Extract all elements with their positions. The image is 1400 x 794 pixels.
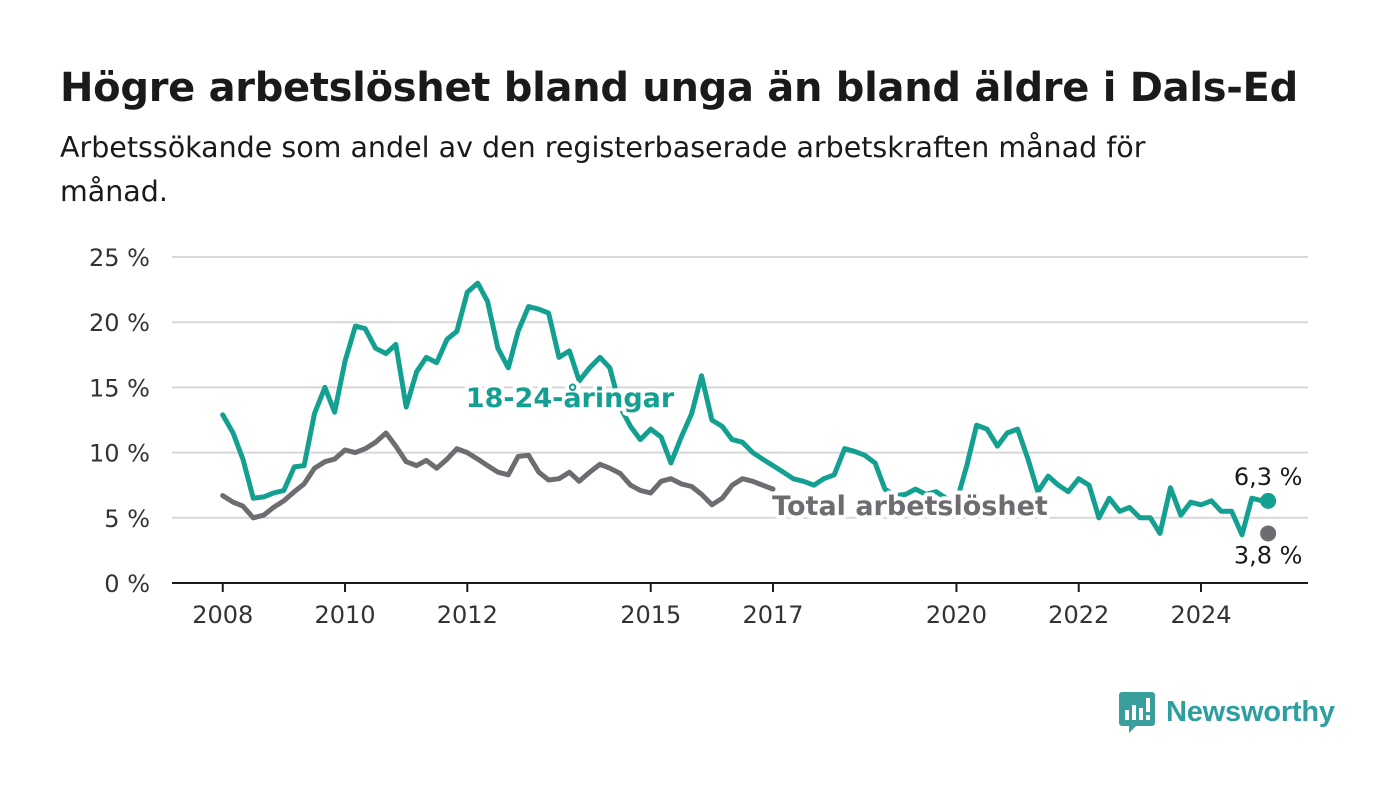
y-tick-label: 15 % (89, 374, 150, 402)
x-tick-label: 2010 (314, 601, 375, 629)
series-lines (220, 280, 1265, 538)
chart-subtitle: Arbetssökande som andel av den registerb… (60, 131, 1146, 208)
y-tick-label: 25 % (89, 244, 150, 272)
y-tick-label: 0 % (104, 570, 150, 598)
x-axis-tick-labels: 2008 2010 2012 2015 2017 2020 2022 2024 (192, 583, 1232, 629)
x-tick-label: 2008 (192, 601, 253, 629)
youth-end-value-label: 6,3 % (1234, 463, 1303, 491)
newsworthy-bar-chart-icon (1119, 692, 1155, 733)
series-labels: 6,3 %3,8 %18-24-åringar18-24-åringarTota… (462, 378, 1303, 569)
y-tick-label: 10 % (89, 440, 150, 468)
x-tick-label: 2012 (437, 601, 498, 629)
chart-title: Högre arbetslöshet bland unga än bland ä… (60, 65, 1298, 111)
y-axis-tick-labels: 0 % 5 % 10 % 15 % 20 % 25 % (89, 244, 150, 598)
x-tick-label: 2015 (620, 601, 681, 629)
grid-lines (172, 256, 1308, 584)
youth-end-point (1260, 492, 1277, 509)
series-line-total (220, 430, 776, 521)
y-tick-label: 5 % (104, 505, 150, 533)
series-line-youth (220, 280, 1265, 538)
youth-series-label: 18-24-åringar (466, 382, 675, 414)
x-tick-label: 2022 (1048, 601, 1109, 629)
x-tick-label: 2024 (1170, 601, 1231, 629)
x-tick-label: 2020 (926, 601, 987, 629)
total-series-label: Total arbetslöshet (772, 491, 1048, 522)
youth-series-label-halo: 18-24-åringar (466, 382, 675, 414)
y-tick-label: 20 % (89, 309, 150, 337)
total-end-value-label: 3,8 % (1234, 541, 1303, 569)
newsworthy-logo: Newsworthy (1118, 690, 1335, 734)
total-end-point (1260, 525, 1277, 542)
total-series-label-halo: Total arbetslöshet (772, 491, 1048, 522)
x-tick-label: 2017 (742, 601, 803, 629)
brand-name: Newsworthy (1166, 695, 1335, 728)
